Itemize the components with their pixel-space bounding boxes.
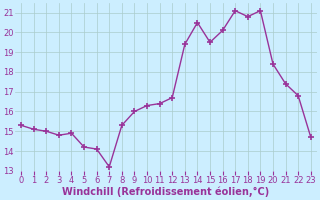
X-axis label: Windchill (Refroidissement éolien,°C): Windchill (Refroidissement éolien,°C) [62,187,269,197]
